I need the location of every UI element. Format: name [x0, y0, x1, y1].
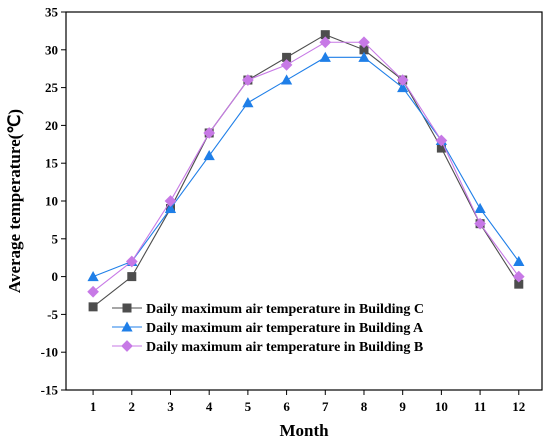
legend: Daily maximum air temperature in Buildin… [112, 302, 424, 355]
x-tick-label: 9 [399, 399, 406, 414]
y-tick-label: 35 [45, 5, 59, 20]
series-line [92, 41, 520, 293]
x-tick-label: 4 [206, 399, 213, 414]
data-point [474, 217, 486, 230]
x-tick-label: 12 [512, 399, 525, 414]
x-tick-label: 7 [322, 399, 329, 414]
data-point [127, 272, 137, 282]
legend-label: Daily maximum air temperature in Buildin… [146, 321, 424, 336]
series-2 [87, 51, 525, 282]
data-point [203, 150, 215, 161]
x-tick-label: 1 [90, 399, 97, 414]
y-tick-label: 10 [45, 194, 58, 209]
x-tick-label: 6 [283, 399, 290, 414]
y-tick-label: -15 [41, 383, 59, 398]
data-point [436, 143, 446, 153]
y-tick-label: 5 [52, 231, 59, 246]
data-point [87, 270, 99, 282]
y-axis-title: Average temperature(℃) [5, 109, 24, 293]
data-point [125, 255, 138, 268]
legend-label: Daily maximum air temperature in Buildin… [146, 302, 424, 317]
legend-label: Daily maximum air temperature in Buildin… [146, 340, 423, 355]
series-line [92, 34, 520, 308]
data-point [514, 279, 524, 289]
series-line [92, 56, 520, 278]
data-point [280, 74, 293, 85]
data-point [513, 255, 525, 266]
data-point [359, 45, 369, 55]
data-point [242, 74, 254, 86]
data-point [397, 81, 409, 93]
data-point [242, 97, 254, 108]
data-point [87, 285, 99, 298]
x-tick-label: 10 [435, 399, 448, 414]
data-point [88, 302, 98, 312]
legend-marker [122, 303, 132, 313]
data-point [164, 202, 177, 214]
x-tick-label: 11 [474, 399, 486, 414]
data-point [164, 195, 177, 207]
series-layer [87, 30, 525, 312]
y-tick-label: 0 [52, 269, 59, 284]
y-tick-label: -5 [47, 307, 58, 322]
data-point [435, 134, 448, 147]
data-point [512, 270, 525, 283]
data-point [319, 51, 331, 62]
data-point [396, 74, 409, 86]
y-tick-label: 25 [45, 80, 59, 95]
legend-marker [121, 340, 133, 352]
y-tick-label: 15 [45, 156, 59, 171]
data-point [282, 52, 292, 62]
x-tick-label: 8 [361, 399, 368, 414]
y-tick-label: 30 [45, 42, 58, 57]
data-point [280, 59, 293, 71]
y-tick-label: 20 [45, 118, 58, 133]
data-point [319, 36, 332, 49]
y-tick-label: -10 [41, 345, 58, 360]
x-axis: 1 2 3 4 5 6 7 8 9 10 11 12 [90, 390, 525, 414]
legend-marker [121, 321, 133, 332]
y-axis: -15 -10 -5 0 5 10 15 20 25 30 35 [41, 5, 66, 398]
data-point [358, 51, 370, 62]
x-tick-label: 2 [129, 399, 136, 414]
x-tick-label: 5 [245, 399, 252, 414]
data-point [474, 202, 486, 214]
data-point [358, 36, 370, 49]
series-3 [87, 36, 525, 298]
data-point [203, 127, 216, 139]
x-axis-title: Month [279, 421, 329, 440]
x-tick-label: 3 [167, 399, 174, 414]
data-point [320, 30, 330, 40]
